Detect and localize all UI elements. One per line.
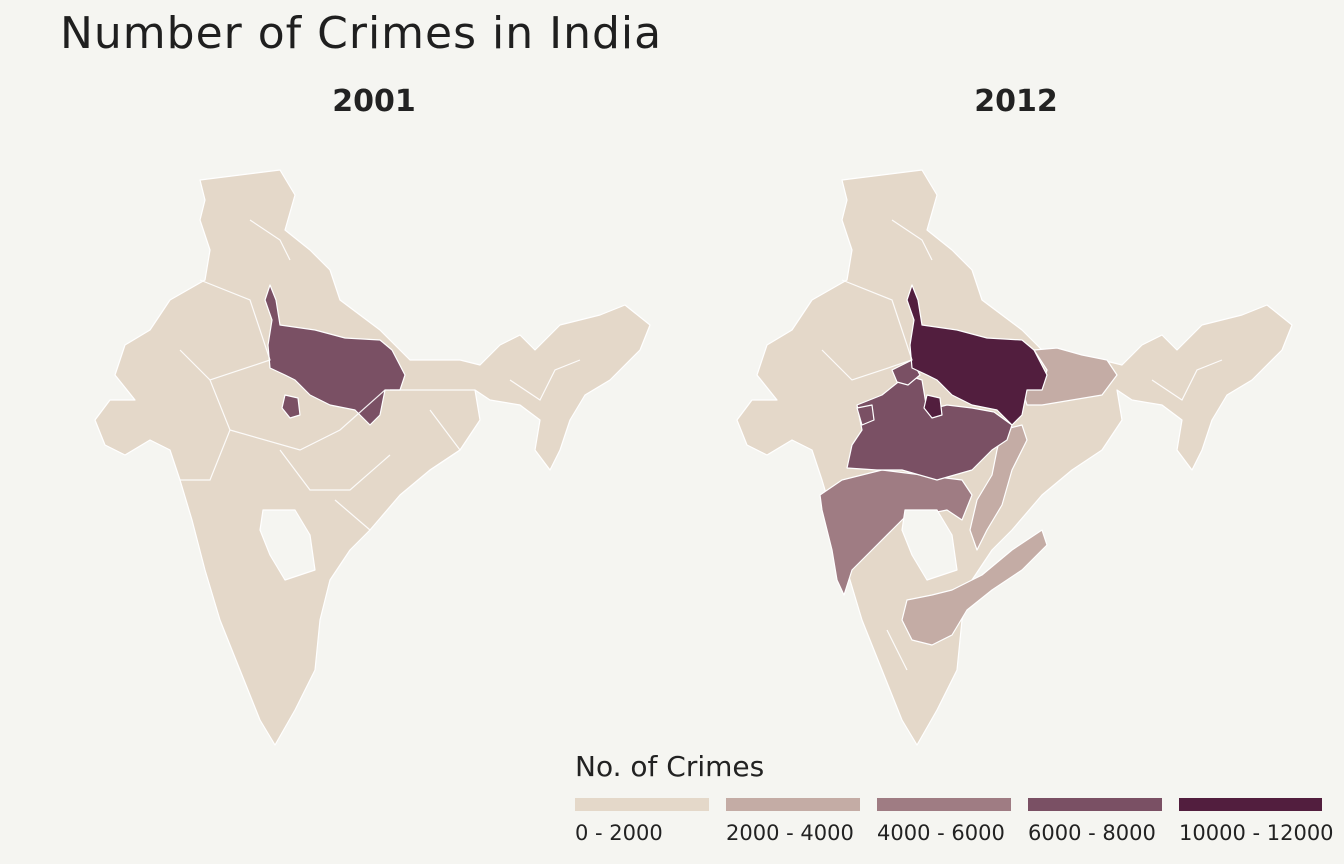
state-madhya-pradesh-west xyxy=(856,404,875,426)
page-title: Number of Crimes in India xyxy=(60,8,663,59)
state-uttar-pradesh-south xyxy=(923,394,943,419)
legend-swatch xyxy=(1179,798,1322,811)
state-andhra-pradesh xyxy=(901,529,1048,646)
legend-swatch xyxy=(575,798,709,811)
state-madhya-pradesh xyxy=(846,374,1013,481)
india-region xyxy=(901,509,958,581)
legend: 0 - 2000 2000 - 4000 4000 - 6000 6000 - … xyxy=(575,798,1335,858)
legend-label: 10000 - 12000 xyxy=(1179,821,1334,845)
legend-swatch xyxy=(726,798,860,811)
state-uttar-pradesh-south xyxy=(281,394,301,419)
legend-label: 4000 - 6000 xyxy=(877,821,1005,845)
legend-item: 6000 - 8000 xyxy=(1028,798,1162,845)
legend-item: 10000 - 12000 xyxy=(1179,798,1334,845)
legend-item: 2000 - 4000 xyxy=(726,798,860,845)
panel-title-2001: 2001 xyxy=(332,84,416,119)
state-chhattisgarh xyxy=(969,424,1028,551)
india-map-2001 xyxy=(94,169,651,746)
legend-item: 4000 - 6000 xyxy=(877,798,1011,845)
legend-item: 0 - 2000 xyxy=(575,798,709,845)
legend-title: No. of Crimes xyxy=(575,750,765,783)
india-map-2012 xyxy=(736,169,1293,746)
legend-label: 0 - 2000 xyxy=(575,821,663,845)
india-region xyxy=(259,509,316,581)
state-maharashtra xyxy=(819,469,973,596)
legend-label: 2000 - 4000 xyxy=(726,821,854,845)
india-region xyxy=(94,169,651,746)
legend-swatch xyxy=(1028,798,1162,811)
panel-title-2012: 2012 xyxy=(974,84,1058,119)
legend-swatch xyxy=(877,798,1011,811)
legend-label: 6000 - 8000 xyxy=(1028,821,1156,845)
